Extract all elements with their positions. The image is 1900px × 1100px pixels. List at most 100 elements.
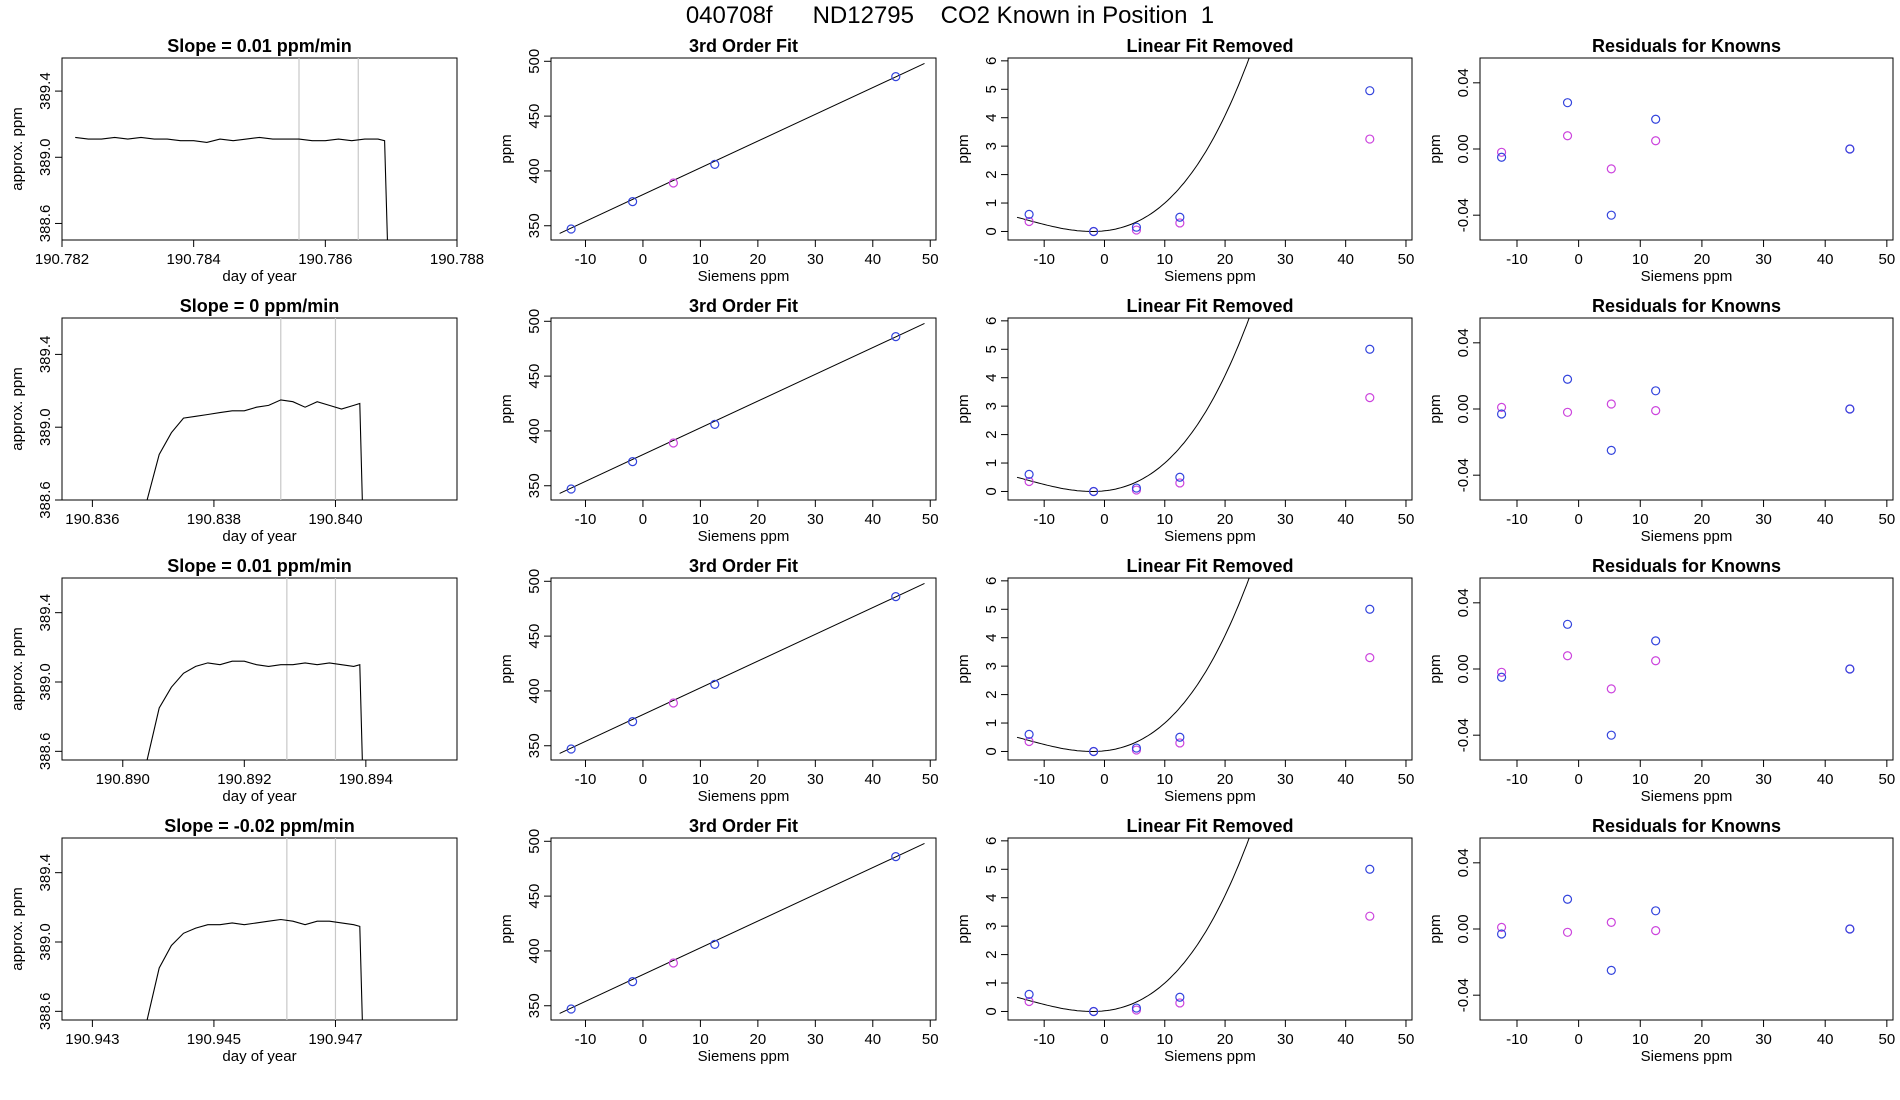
- panel-residuals-row-4: Residuals for Knowns -10 0 10 20 30 40 50 -0.04 0…: [1427, 816, 1895, 1065]
- data-point-blue: [1562, 619, 1573, 629]
- x-axis-label: Siemens ppm: [1164, 788, 1256, 805]
- x-tick-label: -10: [575, 771, 597, 788]
- data-point-blue: [1131, 222, 1142, 232]
- x-axis-label: day of year: [222, 268, 296, 285]
- plot-area: [1016, 578, 1375, 757]
- x-tick-label: 20: [750, 771, 767, 788]
- y-tick-label: 4: [983, 114, 1000, 122]
- x-axis-label: Siemens ppm: [1164, 268, 1256, 285]
- y-tick-label: 450: [526, 104, 543, 129]
- data-point-blue: [1845, 404, 1855, 414]
- fit-curve-line: [1016, 58, 1250, 232]
- y-tick-label: 1: [983, 979, 1000, 987]
- x-axis-label: Siemens ppm: [1641, 268, 1733, 285]
- y-tick-label: -0.04: [1455, 978, 1472, 1012]
- x-tick-label: 190.947: [308, 1031, 362, 1048]
- panel-title: 3rd Order Fit: [689, 36, 798, 56]
- y-tick-label: 2: [983, 430, 1000, 438]
- panel-timeseries-row-2: Slope = 0 ppm/min 190.836 190.838 190.840 38…: [9, 296, 458, 545]
- x-tick-label: 10: [692, 1031, 709, 1048]
- x-tick-label: 0: [1574, 1031, 1582, 1048]
- x-tick-label: 40: [1817, 771, 1834, 788]
- data-point-blue: [891, 332, 901, 342]
- plot-frame: [550, 837, 937, 1021]
- y-tick-label: 5: [983, 605, 1000, 613]
- y-tick-label: 350: [526, 473, 543, 498]
- plot-area: [146, 318, 363, 500]
- x-tick-label: 40: [1817, 1031, 1834, 1048]
- data-point-blue: [566, 1004, 576, 1014]
- data-point-magenta: [1651, 406, 1661, 416]
- data-point-blue: [1365, 604, 1375, 614]
- x-tick-label: 0: [1100, 511, 1108, 528]
- plot-frame: [550, 317, 937, 501]
- x-tick-label: -10: [1033, 511, 1055, 528]
- x-tick-label: 0: [639, 1031, 647, 1048]
- y-tick-label: 0.00: [1455, 914, 1472, 943]
- x-tick-label: 190.892: [217, 771, 271, 788]
- y-axis-label: ppm: [1427, 914, 1444, 943]
- panel-title: Linear Fit Removed: [1126, 556, 1293, 576]
- x-tick-label: -10: [1506, 1031, 1528, 1048]
- x-tick-label: 10: [1156, 771, 1173, 788]
- data-point-blue: [566, 224, 576, 234]
- data-point-blue: [710, 419, 720, 429]
- data-point-blue: [1024, 729, 1034, 740]
- y-tick-label: 1: [983, 459, 1000, 467]
- x-tick-label: 40: [1337, 511, 1354, 528]
- y-tick-label: 0.00: [1455, 394, 1472, 423]
- plot-frame: [61, 837, 458, 1021]
- x-tick-label: 20: [1217, 251, 1234, 268]
- y-tick-label: 2: [983, 690, 1000, 698]
- x-tick-label: -10: [575, 511, 597, 528]
- y-tick-label: 0: [983, 1007, 1000, 1015]
- x-tick-label: 190.840: [308, 511, 362, 528]
- x-tick-label: 40: [864, 251, 881, 268]
- y-axis-label: ppm: [1427, 134, 1444, 163]
- data-point-blue: [1496, 672, 1507, 682]
- data-point-blue: [566, 744, 576, 754]
- panel-residuals-row-1: Residuals for Knowns -10 0 10 20 30 40 50 -0.04 0…: [1427, 36, 1895, 285]
- panel-title: Residuals for Knowns: [1592, 36, 1781, 56]
- x-tick-label: 30: [1277, 251, 1294, 268]
- x-tick-label: 30: [1755, 511, 1772, 528]
- y-tick-label: 0: [983, 227, 1000, 235]
- y-tick-label: 400: [526, 418, 543, 443]
- x-tick-label: 0: [1574, 511, 1582, 528]
- y-tick-label: 388.6: [37, 481, 54, 519]
- plot-area: [559, 843, 925, 1014]
- y-axis-label: approx. ppm: [9, 887, 26, 970]
- x-tick-label: 10: [1156, 511, 1173, 528]
- panel-fit-row-3: 3rd Order Fit -10 0 10 20 30 40 50 350 400 450 500 S…: [498, 556, 939, 805]
- x-axis-label: Siemens ppm: [698, 788, 790, 805]
- data-point-blue: [1651, 636, 1661, 646]
- x-axis-label: Siemens ppm: [1641, 528, 1733, 545]
- fit-curve-line: [559, 583, 925, 754]
- plot-area: [1016, 58, 1375, 237]
- x-tick-label: 50: [922, 511, 939, 528]
- fit-curve-line: [559, 63, 925, 234]
- x-tick-label: 50: [922, 251, 939, 268]
- y-tick-label: 389.0: [37, 923, 54, 961]
- x-tick-label: -10: [1033, 251, 1055, 268]
- data-point-blue: [710, 939, 720, 949]
- panel-linear_removed-row-3: Linear Fit Removed -10 0 10 20 30 40 50 0 1 2 3 4 5 6 S…: [955, 556, 1414, 805]
- x-tick-label: 10: [692, 771, 709, 788]
- x-tick-label: 30: [1277, 1031, 1294, 1048]
- plot-frame: [1479, 577, 1894, 761]
- data-point-blue: [1024, 989, 1034, 1000]
- x-axis-label: day of year: [222, 1048, 296, 1065]
- fit-curve-line: [1016, 838, 1250, 1012]
- y-tick-label: 1: [983, 199, 1000, 207]
- data-point-magenta: [1175, 998, 1185, 1008]
- x-tick-label: 20: [1217, 771, 1234, 788]
- panel-title: Linear Fit Removed: [1126, 296, 1293, 316]
- x-tick-label: 0: [1100, 1031, 1108, 1048]
- panel-title: Linear Fit Removed: [1126, 816, 1293, 836]
- x-tick-label: -10: [1033, 771, 1055, 788]
- y-axis-label: ppm: [498, 134, 515, 163]
- data-point-blue: [1562, 98, 1573, 108]
- y-tick-label: 3: [983, 402, 1000, 410]
- x-tick-label: -10: [1506, 251, 1528, 268]
- y-tick-label: 0.04: [1455, 68, 1472, 97]
